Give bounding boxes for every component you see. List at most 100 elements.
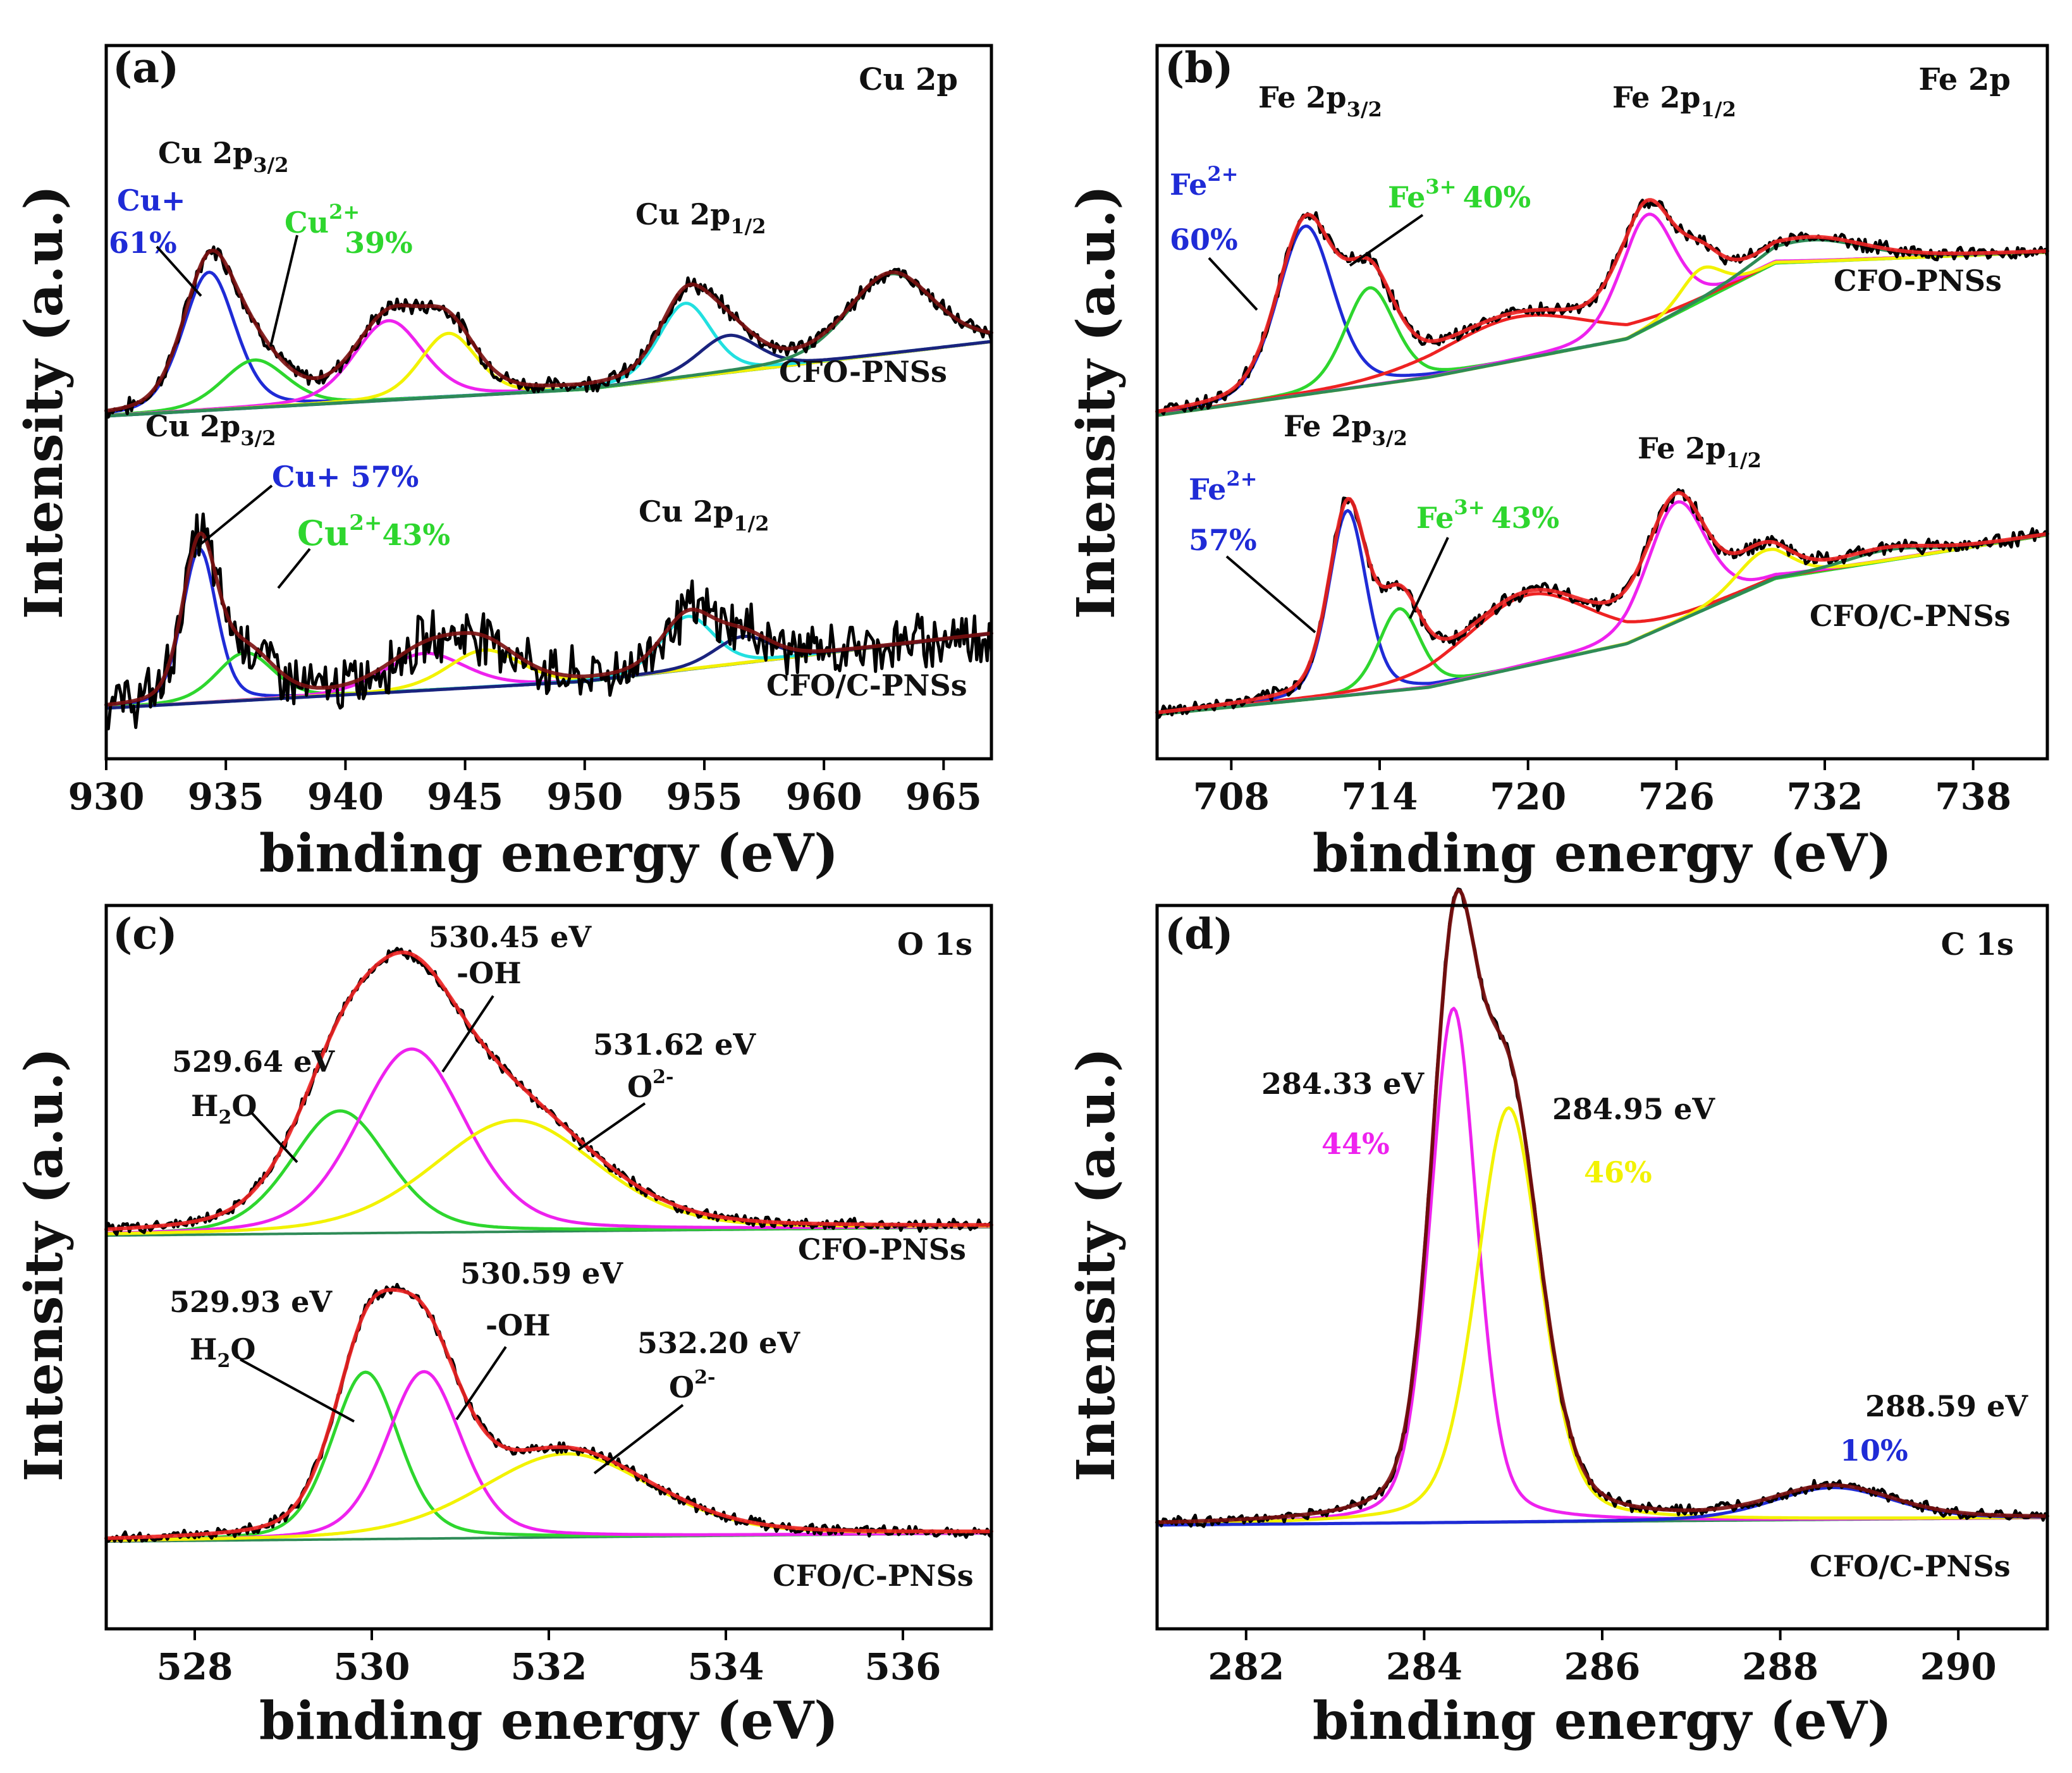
peak-d-0-1 [1155, 1106, 2049, 1526]
x-tick-label-c-534: 534 [687, 1645, 764, 1688]
oh-energy-c: 530.59 eV [460, 1256, 623, 1291]
peak-c-1-2 [104, 1452, 993, 1542]
arrow-a-4 [277, 548, 311, 589]
panel-b-curves [1155, 198, 2049, 720]
x-tick-label-c-530: 530 [333, 1645, 410, 1688]
cu1-label-c: Cu+ 57% [272, 460, 419, 494]
c1-energy: 284.33 eV [1261, 1067, 1425, 1101]
panel-a-frame [104, 44, 993, 761]
sample-label-c-c: CFO/C-PNSs [773, 1559, 974, 1593]
c3-pct: 10% [1840, 1433, 1908, 1468]
panel-c-xlabel: binding energy (eV) [259, 1691, 838, 1752]
envelope-fit-a-0 [104, 248, 993, 413]
h2o-label-cfo: H2O [191, 1089, 257, 1129]
arrow-c-1 [441, 995, 494, 1073]
panel-a-x-axis: 930 935 940 945 950 955 960 965 [68, 759, 982, 818]
x-tick-label-a-930: 930 [68, 775, 144, 818]
panel-c-curves [104, 947, 993, 1543]
panel-b-xlabel: binding energy (eV) [1313, 823, 1892, 884]
sample-label-d: CFO/C-PNSs [1810, 1549, 2011, 1583]
arrow-c-5 [240, 1358, 355, 1423]
x-tick-label-d-284: 284 [1386, 1645, 1462, 1688]
sample-label-b-c: CFO/C-PNSs [1810, 599, 2011, 633]
cu-2p12-label-c: Cu 2p1/2 [639, 494, 769, 536]
fe2-pct-cfo: 60% [1170, 223, 1238, 257]
fe2-label-c: Fe2+ [1189, 467, 1258, 506]
arrow-b-2 [1349, 214, 1424, 267]
c1-pct: 44% [1321, 1127, 1390, 1161]
fe3-label-cfo: Fe3+ 40% [1388, 175, 1531, 214]
fe3-label-c: Fe3+ 43% [1416, 495, 1559, 535]
panel-a-xlabel: binding energy (eV) [259, 823, 838, 884]
x-tick-label-a-960: 960 [786, 775, 862, 818]
x-tick-label-b-732: 732 [1786, 775, 1863, 818]
fe-2p12-label-c: Fe 2p1/2 [1638, 431, 1762, 472]
cu-2p32-label-c: Cu 2p3/2 [145, 409, 276, 450]
cu-2p32-label-cfo: Cu 2p3/2 [158, 136, 288, 177]
sample-label-c-cfo: CFO-PNSs [798, 1232, 966, 1267]
envelope-fit-d-0 [1155, 888, 2049, 1525]
panel-d-c1s: 282 284 286 288 290 (d) C 1s Intensity (a.u.… [1066, 887, 2049, 1752]
panel-b-x-axis: 708 714 720 726 732 738 [1193, 759, 2011, 818]
panel-d-ylabel: Intensity (a.u.) [1066, 1048, 1127, 1482]
oh-energy-cfo: 530.45 eV [429, 920, 592, 954]
panel-c-label: (c) [113, 909, 178, 959]
oh-label-c: -OH [486, 1308, 551, 1342]
fe2-pct-c: 57% [1189, 523, 1257, 557]
panel-a-title: Cu 2p [859, 62, 958, 97]
cu2-label-c: Cu2+43% [297, 510, 450, 553]
fe-2p32-label-c: Fe 2p3/2 [1284, 409, 1407, 450]
panel-d-annotations: 284.33 eV 44% 284.95 eV 46% 288.59 eV 10… [1261, 1067, 2028, 1583]
c2-energy: 284.95 eV [1552, 1092, 1715, 1126]
panel-c-ylabel: Intensity (a.u.) [14, 1048, 75, 1482]
arrow-a-3 [200, 484, 273, 545]
arrow-c-2 [250, 1112, 298, 1163]
panel-b-arrows [1208, 214, 1449, 634]
x-tick-label-a-945: 945 [427, 775, 503, 818]
experimental-trace-d-0 [1155, 887, 2049, 1528]
x-tick-label-a-950: 950 [546, 775, 623, 818]
x-tick-label-b-726: 726 [1638, 775, 1715, 818]
arrow-c-4 [455, 1346, 507, 1421]
x-tick-label-c-532: 532 [510, 1645, 587, 1688]
sample-label-b-cfo: CFO-PNSs [1834, 264, 2002, 298]
panel-b-frame [1155, 44, 2049, 761]
h2o-energy-c: 529.93 eV [169, 1285, 333, 1319]
oh-label-cfo: -OH [457, 956, 522, 990]
panel-d-x-axis: 282 284 286 288 290 [1208, 1629, 1997, 1688]
panel-b-label: (b) [1165, 43, 1234, 92]
panel-a-cu2p: 930 935 940 945 950 955 960 965 (a) Cu 2p Inten… [14, 43, 993, 884]
x-tick-label-a-935: 935 [188, 775, 264, 818]
x-tick-label-a-955: 955 [666, 775, 742, 818]
panel-a-label: (a) [113, 43, 179, 92]
x-tick-label-c-536: 536 [864, 1645, 941, 1688]
panel-c-x-axis: 528 530 532 534 536 [156, 1629, 941, 1688]
panel-b-fe2p: 708 714 720 726 732 738 (b) Fe 2p Intensity (… [1066, 43, 2049, 884]
sample-label-a-cfo: CFO-PNSs [779, 355, 947, 389]
cu2-pct-cfo: 39% [345, 226, 413, 260]
arrow-c-3 [577, 1102, 646, 1151]
envelope-fit-b-1 [1155, 491, 2049, 715]
panel-c-annotations: 530.45 eV -OH 529.64 eV H2O 531.62 eV O2… [169, 920, 974, 1593]
x-tick-label-c-528: 528 [156, 1645, 233, 1688]
panel-a-ylabel: Intensity (a.u.) [14, 185, 75, 619]
fe2-label-cfo: Fe2+ [1170, 162, 1239, 202]
panel-d-title: C 1s [1941, 927, 2014, 962]
arrow-b-3 [1225, 555, 1316, 634]
x-tick-label-a-940: 940 [307, 775, 384, 818]
x-tick-label-d-288: 288 [1742, 1645, 1818, 1688]
cu1-label-cfo: Cu+ [117, 183, 186, 218]
panel-b-title: Fe 2p [1918, 62, 2011, 97]
panel-b-ylabel: Intensity (a.u.) [1066, 185, 1127, 619]
h2o-label-c: H2O [190, 1332, 255, 1372]
x-tick-label-d-290: 290 [1920, 1645, 1997, 1688]
x-tick-label-b-738: 738 [1935, 775, 2011, 818]
envelope-fit-b-0 [1155, 198, 2049, 414]
panel-b-annotations: Fe 2p3/2 Fe 2p1/2 Fe2+ 60% Fe3+ 40% CFO-P… [1170, 80, 2011, 633]
o2-label-cfo: O2- [627, 1066, 673, 1104]
o2-energy-c: 532.20 eV [637, 1326, 800, 1360]
c3-energy: 288.59 eV [1865, 1389, 2028, 1423]
x-tick-label-d-282: 282 [1208, 1645, 1284, 1688]
cu2-label-cfo: Cu2+ [285, 200, 360, 240]
